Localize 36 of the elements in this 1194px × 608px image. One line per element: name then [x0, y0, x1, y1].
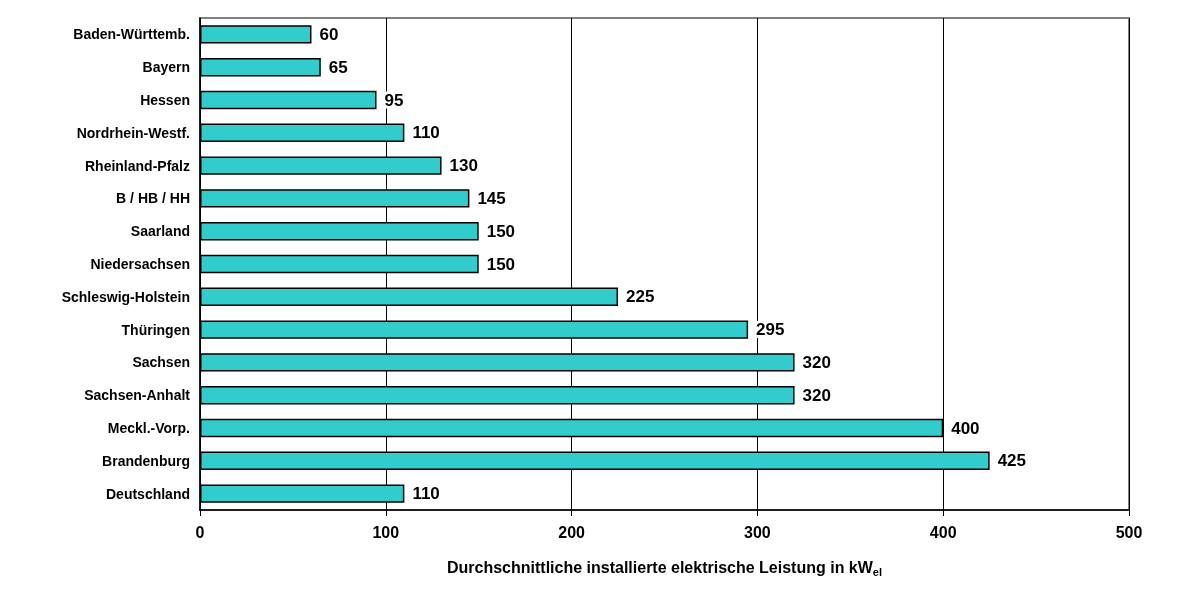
y-tick-label: Niedersachsen	[90, 256, 190, 272]
data-label: 150	[486, 221, 516, 241]
y-tick-label: Hessen	[140, 92, 190, 108]
data-label: 295	[756, 320, 785, 340]
data-label: 145	[477, 188, 506, 208]
data-label: 425	[997, 451, 1027, 471]
y-tick-label: Thüringen	[121, 321, 190, 338]
y-tick-label: Nordrhein-Westf.	[76, 124, 190, 141]
data-label: 400	[951, 418, 980, 438]
data-label: 110	[412, 484, 440, 504]
data-label: 95	[384, 90, 404, 110]
data-label: 110	[412, 123, 440, 143]
y-tick-label: Sachsen	[132, 354, 190, 371]
y-tick-label: Schleswig-Holstein	[61, 288, 190, 305]
y-tick-label: Brandenburg	[102, 452, 190, 469]
data-label: 60	[319, 24, 339, 44]
x-tick-label: 500	[1115, 523, 1143, 541]
y-tick-label: B / HB / HH	[116, 190, 190, 207]
y-tick-label: Saarland	[130, 223, 190, 240]
x-tick-label: 100	[372, 523, 400, 541]
data-label: 320	[802, 352, 831, 372]
data-label: 65	[328, 57, 348, 77]
y-tick-label: Deutschland	[105, 485, 190, 502]
data-label: 225	[626, 287, 655, 307]
y-tick-label: Rheinland-Pfalz	[84, 157, 190, 174]
data-label: 150	[486, 254, 516, 274]
x-tick-label: 200	[558, 523, 586, 541]
y-tick-label: Baden-Württemb.	[73, 26, 190, 43]
data-label: 130	[449, 156, 478, 176]
data-label: 320	[802, 385, 831, 405]
y-tick-label: Sachsen-Anhalt	[84, 387, 191, 404]
y-tick-label: Bayern	[142, 59, 190, 76]
x-tick-label: 300	[744, 523, 771, 541]
x-tick-label: 0	[195, 523, 205, 541]
x-tick-label: 400	[929, 523, 957, 541]
y-tick-label: Meckl.-Vorp.	[107, 420, 190, 436]
